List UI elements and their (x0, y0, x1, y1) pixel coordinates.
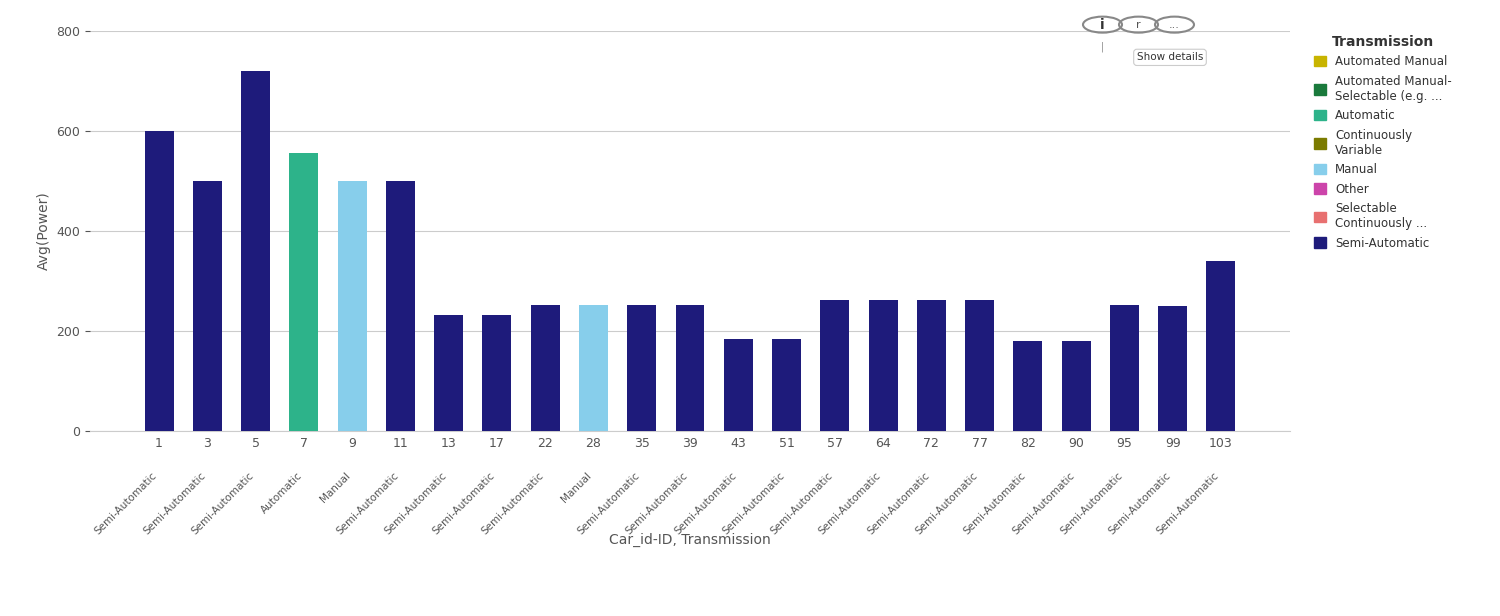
Bar (579, 305, 608, 431)
Text: Semi-Automatic: Semi-Automatic (93, 470, 159, 536)
Bar (627, 305, 656, 431)
Bar (144, 131, 174, 431)
Text: Semi-Automatic: Semi-Automatic (480, 470, 544, 536)
Text: Semi-Automatic: Semi-Automatic (624, 470, 690, 536)
Bar (868, 300, 897, 431)
Bar (242, 71, 270, 431)
Text: Semi-Automatic: Semi-Automatic (334, 470, 400, 536)
Text: Manual: Manual (318, 470, 352, 504)
Text: ...: ... (1168, 20, 1180, 30)
Text: Automatic: Automatic (260, 470, 305, 515)
Text: Semi-Automatic: Semi-Automatic (770, 470, 836, 536)
Text: Semi-Automatic: Semi-Automatic (962, 470, 1028, 536)
Bar (964, 300, 994, 431)
Text: r: r (1136, 20, 1142, 30)
Text: Semi-Automatic: Semi-Automatic (382, 470, 448, 536)
Text: Semi-Automatic: Semi-Automatic (672, 470, 738, 536)
Y-axis label: Avg(Power): Avg(Power) (36, 192, 51, 270)
Bar (821, 300, 849, 431)
Text: i: i (1100, 18, 1106, 31)
Text: Semi-Automatic: Semi-Automatic (576, 470, 642, 536)
Text: Manual: Manual (560, 470, 594, 504)
Bar (338, 181, 366, 431)
Bar (1014, 341, 1042, 431)
Text: Semi-Automatic: Semi-Automatic (1155, 470, 1221, 536)
Text: |: | (1101, 42, 1104, 52)
Bar (290, 153, 318, 431)
Text: Semi-Automatic: Semi-Automatic (720, 470, 786, 536)
Bar (1110, 305, 1138, 431)
Legend: Automated Manual, Automated Manual-
Selectable (e.g. ..., Automatic, Continuousl: Automated Manual, Automated Manual- Sele… (1308, 29, 1458, 256)
Text: Semi-Automatic: Semi-Automatic (865, 470, 932, 536)
Text: Semi-Automatic: Semi-Automatic (914, 470, 980, 536)
Bar (772, 339, 801, 431)
Bar (483, 315, 512, 431)
Bar (1206, 261, 1236, 431)
Bar (916, 300, 946, 431)
Bar (531, 305, 560, 431)
Bar (433, 315, 464, 431)
Bar (194, 181, 222, 431)
Bar (1158, 306, 1186, 431)
Bar (724, 339, 753, 431)
Text: Semi-Automatic: Semi-Automatic (1107, 470, 1173, 536)
Text: Semi-Automatic: Semi-Automatic (818, 470, 884, 536)
Text: Semi-Automatic: Semi-Automatic (1010, 470, 1076, 536)
Bar (386, 181, 416, 431)
Bar (1062, 341, 1090, 431)
X-axis label: Car_id-ID, Transmission: Car_id-ID, Transmission (609, 533, 771, 547)
Text: Semi-Automatic: Semi-Automatic (1059, 470, 1125, 536)
Text: Semi-Automatic: Semi-Automatic (189, 470, 255, 536)
Text: Semi-Automatic: Semi-Automatic (430, 470, 496, 536)
Text: Semi-Automatic: Semi-Automatic (141, 470, 207, 536)
Text: Show details: Show details (1137, 52, 1203, 62)
Bar (675, 305, 705, 431)
